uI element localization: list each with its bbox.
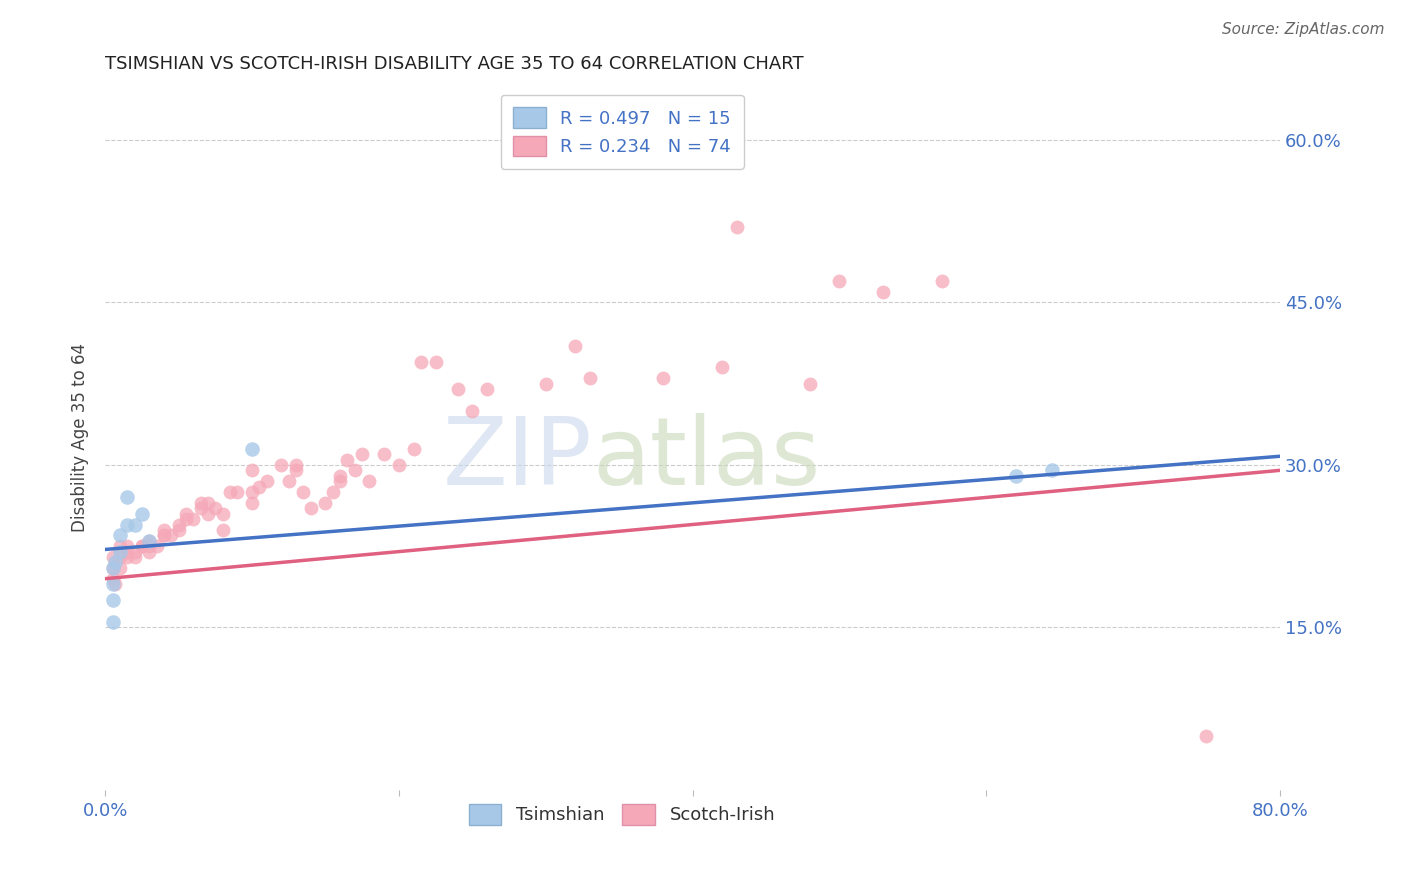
Point xyxy=(174,507,197,521)
Point xyxy=(343,463,366,477)
Point xyxy=(240,496,263,510)
Point xyxy=(115,544,138,558)
Point xyxy=(190,501,212,516)
Point xyxy=(652,371,675,385)
Point xyxy=(446,382,468,396)
Point xyxy=(256,474,278,488)
Point xyxy=(108,544,131,558)
Point xyxy=(167,517,190,532)
Point xyxy=(115,517,138,532)
Point xyxy=(534,376,557,391)
Point xyxy=(314,496,336,510)
Point xyxy=(402,442,425,456)
Point xyxy=(108,549,131,564)
Point xyxy=(211,523,233,537)
Point xyxy=(247,480,270,494)
Point xyxy=(204,501,226,516)
Point xyxy=(138,533,160,548)
Point xyxy=(108,528,131,542)
Point xyxy=(352,447,374,461)
Point xyxy=(240,485,263,500)
Point xyxy=(359,474,381,488)
Point xyxy=(160,528,183,542)
Point xyxy=(124,544,146,558)
Point xyxy=(174,512,197,526)
Legend: Tsimshian, Scotch-Irish: Tsimshian, Scotch-Irish xyxy=(460,795,785,834)
Point xyxy=(710,360,733,375)
Point xyxy=(240,442,263,456)
Point xyxy=(292,485,315,500)
Point xyxy=(197,496,219,510)
Point xyxy=(124,549,146,564)
Point xyxy=(1040,463,1063,477)
Point xyxy=(219,485,242,500)
Point xyxy=(101,615,124,629)
Point xyxy=(115,491,138,505)
Text: atlas: atlas xyxy=(593,413,821,505)
Point xyxy=(1004,468,1026,483)
Point xyxy=(153,528,176,542)
Point xyxy=(461,404,484,418)
Point xyxy=(725,219,748,234)
Point xyxy=(115,549,138,564)
Point xyxy=(101,593,124,607)
Point xyxy=(104,577,127,591)
Point xyxy=(115,539,138,553)
Point xyxy=(101,577,124,591)
Point xyxy=(475,382,498,396)
Point xyxy=(124,517,146,532)
Point xyxy=(373,447,395,461)
Point xyxy=(799,376,821,391)
Point xyxy=(299,501,322,516)
Point xyxy=(1195,729,1218,743)
Point xyxy=(101,572,124,586)
Point xyxy=(138,533,160,548)
Y-axis label: Disability Age 35 to 64: Disability Age 35 to 64 xyxy=(72,343,89,533)
Point xyxy=(872,285,894,299)
Point xyxy=(167,523,190,537)
Text: ZIP: ZIP xyxy=(443,413,593,505)
Point xyxy=(101,561,124,575)
Point xyxy=(138,544,160,558)
Point xyxy=(104,556,127,570)
Point xyxy=(285,463,308,477)
Text: TSIMSHIAN VS SCOTCH-IRISH DISABILITY AGE 35 TO 64 CORRELATION CHART: TSIMSHIAN VS SCOTCH-IRISH DISABILITY AGE… xyxy=(105,55,804,73)
Point xyxy=(329,468,352,483)
Point xyxy=(145,539,167,553)
Point xyxy=(322,485,344,500)
Point xyxy=(578,371,600,385)
Point xyxy=(108,561,131,575)
Point xyxy=(131,539,153,553)
Point xyxy=(240,463,263,477)
Point xyxy=(388,458,411,472)
Point xyxy=(190,496,212,510)
Point xyxy=(226,485,249,500)
Point xyxy=(153,523,176,537)
Text: Source: ZipAtlas.com: Source: ZipAtlas.com xyxy=(1222,22,1385,37)
Point xyxy=(197,507,219,521)
Point xyxy=(211,507,233,521)
Point xyxy=(336,452,359,467)
Point xyxy=(425,355,447,369)
Point xyxy=(101,549,124,564)
Point xyxy=(828,274,851,288)
Point xyxy=(153,528,176,542)
Point xyxy=(564,339,586,353)
Point xyxy=(131,539,153,553)
Point xyxy=(409,355,432,369)
Point xyxy=(270,458,292,472)
Point xyxy=(138,539,160,553)
Point xyxy=(285,458,308,472)
Point xyxy=(181,512,204,526)
Point xyxy=(101,561,124,575)
Point xyxy=(108,539,131,553)
Point xyxy=(131,507,153,521)
Point xyxy=(329,474,352,488)
Point xyxy=(931,274,953,288)
Point xyxy=(277,474,299,488)
